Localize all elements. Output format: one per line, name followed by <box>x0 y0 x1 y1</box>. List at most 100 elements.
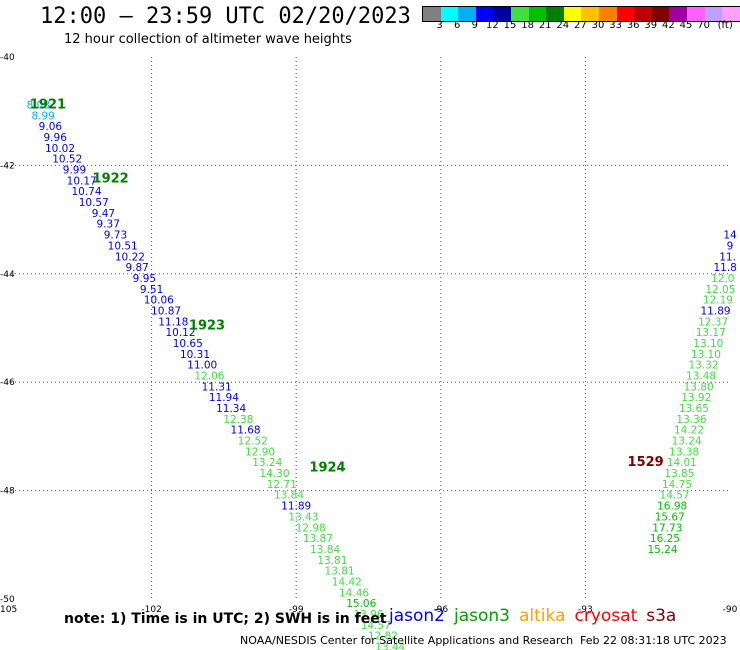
color-scale-tick-label: 45 <box>679 20 693 31</box>
color-scale-swatch <box>510 7 529 21</box>
color-scale-tick-label: 30 <box>591 20 605 31</box>
longitude-label: -102 <box>141 605 161 615</box>
wave-height-value: 12.0 <box>711 273 734 285</box>
color-scale-tick-label: 3 <box>436 20 443 31</box>
longitude-label: -90 <box>723 605 738 615</box>
wave-height-value: 13.36 <box>676 414 706 426</box>
wave-height-value: 11.94 <box>209 392 239 404</box>
wave-height-value: 13.10 <box>691 349 721 361</box>
page-subtitle: 12 hour collection of altimeter wave hei… <box>64 32 352 47</box>
wave-height-value: 13.84 <box>310 544 340 556</box>
color-scale-swatch <box>598 7 617 21</box>
wave-height-value: 11.8 <box>713 262 736 274</box>
wave-height-value: 13.17 <box>696 327 726 339</box>
latitude-label: -48 <box>0 487 15 497</box>
wave-height-value: 8.03 <box>27 99 50 111</box>
wave-height-value: 11.00 <box>187 360 217 372</box>
wave-height-value: 13.92 <box>681 392 711 404</box>
wave-height-value: 11.18 <box>158 316 188 328</box>
wave-height-value: 14.57 <box>361 620 391 632</box>
wave-height-value: 14.46 <box>339 587 369 599</box>
wave-height-value: 13.32 <box>688 360 718 372</box>
color-scale-swatch <box>669 7 687 21</box>
wave-height-value: 12.05 <box>705 284 735 296</box>
wave-height-value: 13.96 <box>353 609 383 621</box>
color-scale-bar <box>422 6 740 22</box>
color-scale-swatch <box>423 7 441 21</box>
wave-height-value: 9.99 <box>63 165 86 177</box>
wave-height-value: 9.87 <box>125 262 148 274</box>
satellite-legend-entry: jason3 <box>454 606 510 626</box>
color-scale-swatch <box>651 7 670 21</box>
color-scale-swatch <box>722 7 740 21</box>
wave-height-value: 13.80 <box>684 381 714 393</box>
wave-height-value: 12.98 <box>296 522 326 534</box>
wave-height-value: 13.65 <box>679 403 709 415</box>
pass-time-label: 1529 <box>628 455 664 470</box>
satellite-legend-entry: cryosat <box>574 606 638 626</box>
color-scale-swatch <box>616 7 635 21</box>
color-scale-tick-label: 70 <box>697 20 710 31</box>
wave-height-value: 9.96 <box>44 132 68 144</box>
latitude-label: -44 <box>0 270 15 280</box>
wave-height-value: 13.24 <box>672 436 702 448</box>
color-scale-tick-label: 12 <box>486 20 499 31</box>
color-scale-unit: (ft) <box>717 20 733 31</box>
color-scale-labels: 3 6 9 12 15 18 21 24 27 30 33 36 39 42 45 70 (ft) <box>422 20 740 34</box>
wave-height-value: 15.67 <box>655 511 685 523</box>
wave-height-value: 9.73 <box>104 230 127 242</box>
color-scale-tick-label: 9 <box>471 20 478 31</box>
longitude-label: -99 <box>289 605 304 615</box>
wave-height-value: 13.43 <box>288 511 318 523</box>
longitude-label: -93 <box>578 605 593 615</box>
generated-timestamp: Feb 22 08:31:18 UTC 2023 <box>580 634 727 647</box>
wave-height-value: 11.89 <box>281 501 311 513</box>
wave-height-value: 16.98 <box>657 501 687 513</box>
wave-height-value: 16.25 <box>650 533 680 545</box>
wave-height-value: 13.44 <box>375 641 405 650</box>
credit-line: NOAA/NESDIS Center for Satellite Applica… <box>240 634 574 647</box>
wave-height-value: 10.57 <box>79 197 109 209</box>
color-scale-swatch <box>704 7 723 21</box>
latitude-label: -50 <box>0 595 15 605</box>
color-scale-tick-label: 15 <box>503 20 517 31</box>
color-scale-tick-label: 18 <box>521 20 534 31</box>
color-scale-swatch <box>458 7 476 21</box>
wave-height-value: 11.68 <box>231 425 261 437</box>
wave-height-value: 13.81 <box>317 555 347 567</box>
wave-height-value: 13.81 <box>325 566 355 578</box>
wave-height-value: 9.06 <box>39 121 63 133</box>
wave-height-value: 9.37 <box>97 219 120 231</box>
wave-height-value: 10.87 <box>151 305 181 317</box>
wave-height-value: 13.38 <box>669 446 699 458</box>
satellite-legend: jason2 jason3 altika cryosat s3a <box>389 606 685 626</box>
pass-time-label: 1924 <box>309 461 345 476</box>
wave-height-value: 14.75 <box>662 479 692 491</box>
wave-height-value: 13.48 <box>686 370 716 382</box>
wave-height-value: 14.42 <box>332 576 362 588</box>
wave-height-value: 13.10 <box>693 338 723 350</box>
longitude-label: -96 <box>433 605 448 615</box>
wave-height-value: 9.47 <box>92 208 115 220</box>
latitude-label: -46 <box>0 378 15 388</box>
wave-height-value: 14.22 <box>674 425 704 437</box>
wave-height-value: 12.82 <box>368 631 398 643</box>
wave-height-value: 11.31 <box>202 381 232 393</box>
wave-height-value: 12.37 <box>698 316 728 328</box>
wave-height-value: 11.89 <box>701 305 731 317</box>
color-scale-tick-label: 33 <box>609 20 622 31</box>
color-scale-swatch <box>475 7 494 21</box>
wave-height-value: 9.51 <box>140 284 163 296</box>
color-scale-swatch <box>686 7 705 21</box>
satellite-legend-entry: altika <box>519 606 566 626</box>
color-scale-swatch <box>546 7 564 21</box>
wave-height-value: 10.02 <box>45 143 75 155</box>
latitude-label: -42 <box>0 161 15 171</box>
wave-height-value: 10.22 <box>115 251 145 263</box>
pass-time-label: 1923 <box>189 319 225 334</box>
longitude-label: -105 <box>0 605 17 615</box>
color-scale-swatch <box>563 7 582 21</box>
wave-height-value: 11. <box>719 251 736 263</box>
wave-height-value: 13.85 <box>664 468 694 480</box>
wave-height-value: 17.73 <box>652 522 682 534</box>
